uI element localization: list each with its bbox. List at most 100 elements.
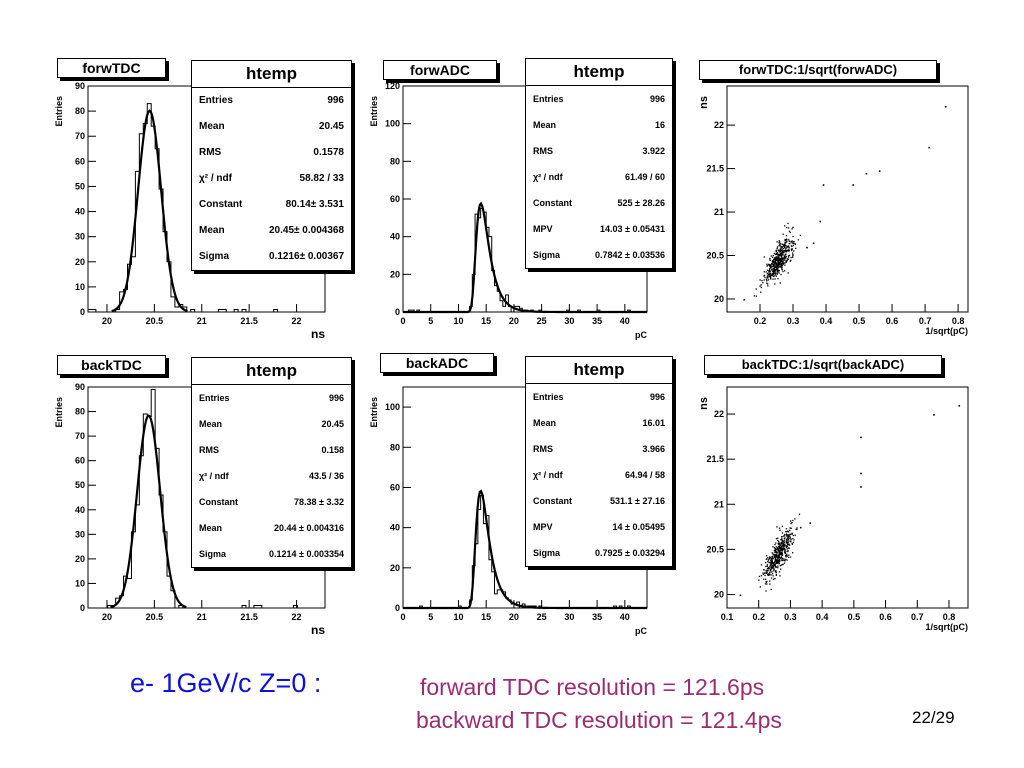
scatter-point: [772, 260, 775, 262]
scatter-point: [784, 253, 786, 256]
scatter-point: [766, 564, 769, 566]
x-tick-label: 22: [292, 612, 302, 622]
scatter-point: [784, 533, 786, 536]
scatter-point: [760, 291, 762, 293]
x-tick-label: 35: [592, 612, 602, 622]
stats-key: Mean: [199, 121, 225, 132]
scatter-point: [768, 269, 771, 271]
scatter-point: [769, 270, 771, 272]
scatter-point: [780, 247, 782, 249]
scatter-point: [780, 553, 783, 556]
scatter-point: [777, 540, 780, 543]
x-axis-label: ns: [311, 327, 325, 341]
stats-value: 20.45: [321, 419, 344, 429]
scatter-point: [766, 263, 768, 265]
scatter-point: [779, 282, 781, 284]
y-tick-label: 60: [75, 156, 85, 166]
scatter-point: [787, 540, 789, 542]
scatter-point: [774, 565, 777, 568]
scatter-point: [775, 555, 777, 557]
stats-key: Mean: [199, 225, 225, 236]
scatter-point: [769, 562, 772, 564]
x-tick-label: 10: [453, 316, 463, 326]
y-tick-label: 30: [75, 529, 85, 539]
stats-value: 16: [654, 120, 665, 130]
scatter-point: [784, 270, 786, 272]
scatter-point: [772, 575, 774, 577]
scatter-point: [773, 270, 775, 272]
scatter-point: [787, 537, 789, 539]
scatter-point: [783, 262, 785, 264]
scatter-point: [786, 541, 788, 544]
scatter-point: [782, 233, 784, 235]
scatter-point: [779, 553, 781, 556]
scatter-point: [788, 242, 790, 245]
stats-key: Constant: [199, 199, 243, 210]
scatter-point: [772, 546, 774, 548]
scatter-point: [784, 551, 786, 553]
scatter-point: [785, 251, 787, 253]
stats-key: MPV: [533, 224, 553, 234]
scatter-point: [788, 250, 791, 252]
x-tick-label: 15: [481, 316, 491, 326]
scatter-point: [769, 259, 771, 262]
scatter-point: [766, 565, 768, 567]
scatter-point: [790, 249, 793, 251]
x-tick-label: 20: [102, 316, 112, 326]
stats-row: Sigma 0.7842 ± 0.03536: [526, 242, 672, 268]
forwADC-stats-box: htemp Entries 996 Mean 16 RMS 3.922 χ² / nd…: [525, 58, 673, 269]
x-tick-label: 0.6: [886, 316, 899, 326]
scatter-point: [785, 249, 788, 252]
stats-row: Mean 20.44 ± 0.004316: [192, 515, 351, 541]
scatter-point: [769, 556, 771, 558]
scatter-point: [767, 566, 770, 569]
scatter-point: [773, 563, 775, 565]
scatter-point: [780, 539, 782, 541]
scatter-point: [779, 254, 781, 256]
scatter-point: [781, 525, 784, 527]
scatter-point: [773, 269, 775, 271]
scatter-point: [776, 253, 779, 255]
scatter-point: [771, 560, 773, 562]
scatter-point: [779, 551, 781, 553]
scatter-point: [779, 550, 782, 552]
stats-row: Mean 20.45: [192, 411, 351, 437]
scatter-point: [778, 251, 780, 253]
scatter-point: [768, 574, 771, 576]
scatter-point: [769, 564, 771, 566]
scatter-point: [775, 542, 777, 544]
scatter-point: [777, 560, 779, 562]
scatter-point: [778, 557, 781, 559]
scatter-point: [773, 568, 775, 571]
scatter-point: [779, 245, 781, 247]
scatter-point: [775, 551, 777, 553]
scatter-point: [787, 534, 789, 536]
scatter-point: [774, 570, 776, 572]
scatter-point: [785, 238, 788, 240]
scatter-point: [783, 562, 786, 564]
scatter-point: [787, 544, 789, 546]
scatter-point: [768, 270, 770, 272]
scatter-point: [776, 552, 778, 554]
scatter-outlier: [822, 184, 825, 186]
scatter-point: [772, 570, 774, 572]
scatter-point: [786, 545, 789, 548]
x-tick-label: 0.4: [820, 316, 833, 326]
scatter-point: [787, 245, 790, 247]
scatter-point: [779, 575, 781, 577]
scatter-point: [783, 545, 785, 547]
scatter-point: [789, 533, 791, 536]
stats-key: Sigma: [533, 548, 561, 558]
scatter-point: [774, 555, 776, 558]
scatter-point: [772, 272, 775, 275]
scatter-point: [783, 541, 786, 543]
scatter-point: [787, 530, 789, 532]
stats-value: 20.44 ± 0.004316: [273, 523, 344, 533]
scatter-point: [773, 252, 776, 255]
x-tick-label: 15: [481, 612, 491, 622]
scatter-point: [767, 560, 769, 563]
scatter-point: [779, 257, 781, 260]
scatter-point: [783, 250, 785, 252]
x-tick-label: 21.5: [240, 612, 258, 622]
scatter-point: [785, 247, 787, 249]
